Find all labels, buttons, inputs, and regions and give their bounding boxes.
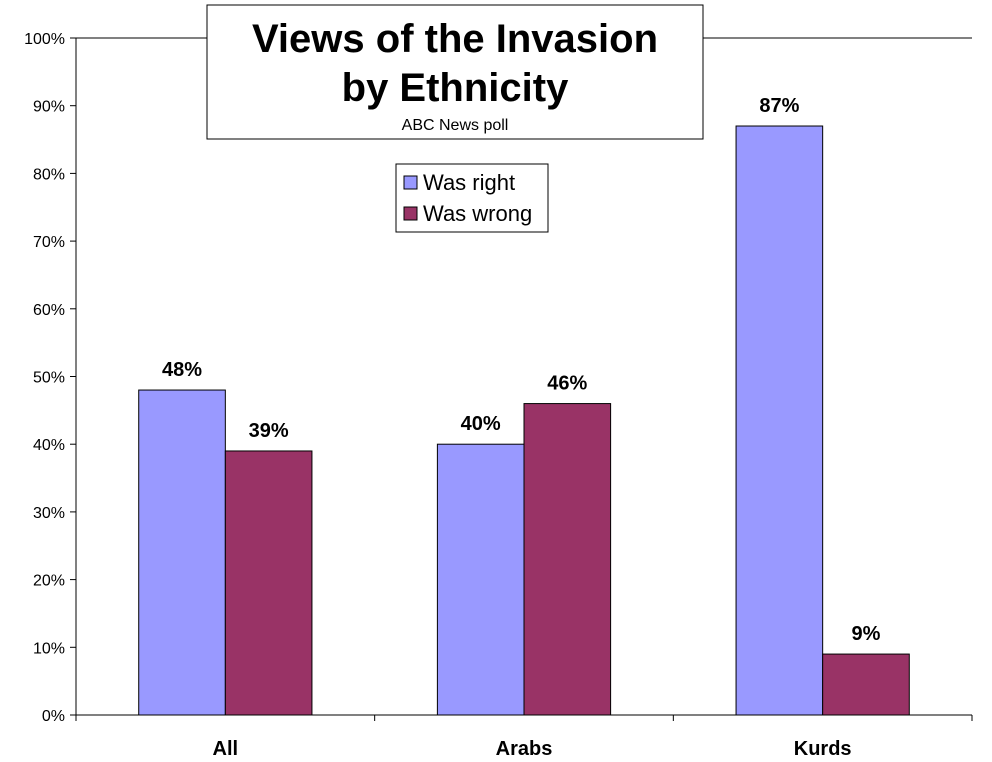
y-tick-label: 80% <box>33 166 65 183</box>
y-tick-label: 50% <box>33 370 65 387</box>
data-label: 40% <box>461 413 501 435</box>
bar-was-wrong <box>822 653 910 716</box>
x-category-label: All <box>213 738 239 760</box>
bar-was-right <box>138 389 226 716</box>
bar-was-wrong <box>523 403 612 716</box>
y-tick-label: 60% <box>33 302 65 319</box>
legend-swatch-was-wrong <box>403 206 418 221</box>
data-label: 9% <box>852 623 881 645</box>
bar-was-right <box>735 125 824 716</box>
y-tick-label: 0% <box>42 708 65 725</box>
legend-label-was-right: Was right <box>423 170 515 195</box>
y-tick-label: 100% <box>24 31 65 48</box>
y-tick-label: 30% <box>33 505 65 522</box>
legend-frame <box>395 163 549 233</box>
data-label: 87% <box>759 95 799 117</box>
legend-swatch-was-right <box>403 175 418 190</box>
y-tick-label: 40% <box>33 437 65 454</box>
bar-was-right <box>436 443 525 716</box>
chart-legend: Was right Was wrong <box>395 163 549 233</box>
y-tick-label: 20% <box>33 573 65 590</box>
chart-axes: 0% 10% 20% 30% 40% 50% 60% 70% 80% 90% 100% All Arab… <box>24 31 973 760</box>
data-label: 39% <box>249 420 289 442</box>
chart-data-labels: 48% 39% 40% 46% 87% 9% <box>162 95 881 645</box>
y-tick-label: 70% <box>33 234 65 251</box>
x-category-label: Arabs <box>496 738 553 760</box>
y-tick-label: 10% <box>33 640 65 657</box>
legend-label-was-wrong: Was wrong <box>423 201 532 226</box>
chart-subtitle: ABC News poll <box>402 117 509 134</box>
title-box-frame <box>206 4 704 140</box>
chart-title-box: Views of the Invasion by Ethnicity ABC N… <box>206 4 704 140</box>
y-tick-label: 90% <box>33 99 65 116</box>
chart-title-line-2: by Ethnicity <box>342 66 569 110</box>
chart-bars <box>138 125 910 716</box>
data-label: 46% <box>547 373 587 395</box>
bar-was-wrong <box>224 450 313 716</box>
chart-title-line-1: Views of the Invasion <box>252 17 658 61</box>
x-category-label: Kurds <box>794 738 852 760</box>
data-label: 48% <box>162 359 202 381</box>
